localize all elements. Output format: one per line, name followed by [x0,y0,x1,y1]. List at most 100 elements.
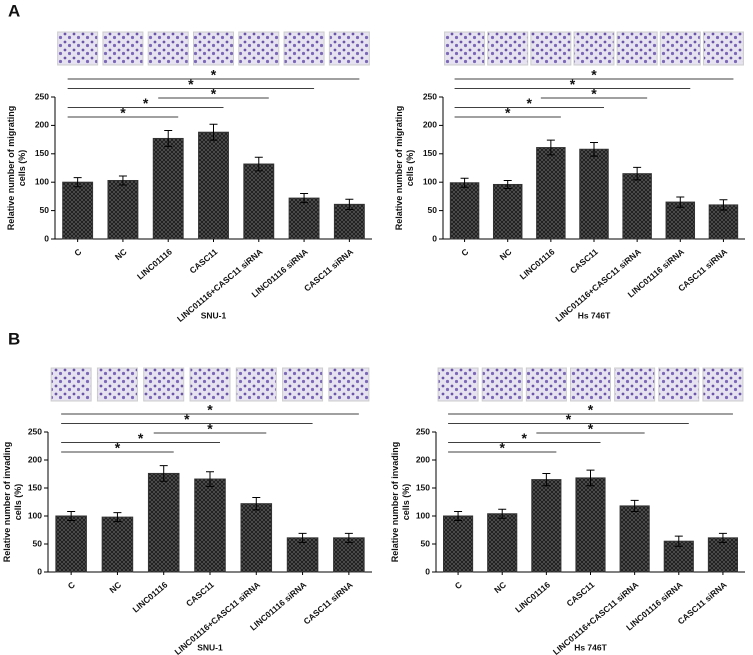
y-tick-label: 150 [416,482,430,492]
y-axis-label-line: Relative number of invading [390,442,400,563]
y-axis-label-line: cells (%) [401,484,411,521]
y-tick-label: 100 [423,176,437,186]
error-bar [454,511,463,521]
x-tick-label: LINC01116 [135,246,174,281]
error-bar [718,532,727,543]
x-tick-label: LINC01116 [518,246,557,281]
micrograph [530,31,572,66]
error-bar [460,177,469,188]
bar [101,516,134,573]
micrograph [614,367,656,402]
bar [708,204,739,240]
y-tick-label: 50 [40,205,50,215]
y-tick-label: 250 [35,91,49,101]
bar [333,537,365,573]
error-bar [164,130,173,147]
y-tick-label: 200 [423,120,437,130]
bar [286,537,319,573]
y-axis-label: Relative number of invadingcells (%) [390,442,411,563]
significance-star: * [591,86,597,102]
x-tick-label: NC [113,247,129,263]
micrograph [57,31,99,66]
bar [531,479,562,573]
bar [243,163,275,240]
micrograph [238,31,280,66]
micrograph [50,367,92,402]
x-tick-label: C [459,247,470,259]
error-bar [254,156,263,172]
x-tick-label: NC [492,580,508,596]
error-bar [67,511,76,521]
bar [152,137,184,240]
x-tick-label: NC [107,580,123,596]
y-tick-label: 150 [35,148,49,158]
x-tick-label: C [453,580,464,592]
micrograph [702,31,744,66]
significance-star: * [522,430,528,446]
error-bar [300,193,309,204]
bar [55,515,87,573]
significance-star: * [588,421,594,437]
micrograph [143,367,185,402]
bar [147,472,180,573]
bar [449,182,480,240]
error-bar [633,166,642,181]
bar [619,505,650,573]
x-tick-label: CASC11 [564,579,596,608]
micrograph [235,367,277,402]
significance-star: * [184,411,190,427]
micrograph [437,367,479,402]
y-tick-label: 0 [44,233,49,243]
error-bar [345,198,354,210]
y-tick-label: 0 [37,566,42,576]
bar [622,173,652,240]
micrograph [616,31,658,66]
error-bar [498,508,507,519]
error-bar [503,179,512,189]
error-bar [344,532,353,543]
bar [288,197,320,240]
y-axis-label-line: Relative number of migrating [394,106,404,231]
x-tick-label: CASC11 siRNA [301,580,354,627]
micrograph [570,367,611,402]
micrograph [487,31,529,66]
micrograph [102,31,144,66]
micrograph [96,367,138,402]
x-tick-label: LINC01116 [513,579,552,614]
panel-label: B [8,329,20,348]
bar [443,515,474,573]
y-tick-label: 200 [416,454,430,464]
error-bar [676,196,685,208]
significance-star: * [570,76,576,92]
x-tick-label: CASC11 [187,246,219,275]
y-axis-label: Relative number of migratingcells (%) [6,106,27,231]
micrograph [283,31,325,66]
micrograph [328,31,370,66]
x-tick-label: CASC11 [184,579,216,608]
micrograph [573,31,615,66]
micrograph [328,367,370,402]
x-axis-label: SNU-1 [201,310,227,320]
error-bar [252,497,261,511]
micrograph [147,31,189,66]
bar [579,148,609,240]
y-tick-label: 100 [35,176,49,186]
bar [536,147,566,240]
bar [575,477,606,573]
significance-star: * [505,105,511,121]
x-tick-label: C [72,247,83,259]
y-tick-label: 150 [423,148,437,158]
bar [707,537,738,573]
y-axis-label: Relative number of migratingcells (%) [394,106,415,231]
x-tick-label: NC [498,247,514,263]
significance-star: * [588,402,594,418]
y-tick-label: 50 [428,205,438,215]
micrograph [659,31,701,66]
y-tick-label: 150 [28,482,42,492]
y-axis-label-line: Relative number of invading [2,442,12,563]
micrograph [481,367,523,402]
significance-star: * [499,440,505,456]
bar [107,179,139,240]
y-tick-label: 250 [28,426,42,436]
y-tick-label: 50 [421,538,431,548]
